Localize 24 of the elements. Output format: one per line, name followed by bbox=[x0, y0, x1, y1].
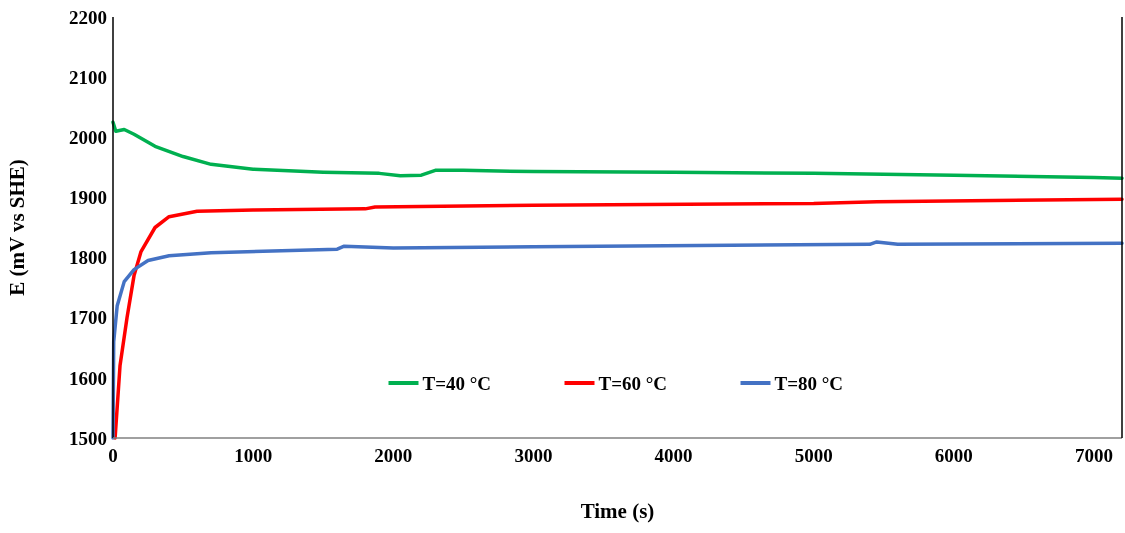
y-tick-label: 1500 bbox=[69, 427, 107, 449]
legend-label: T=80 °C bbox=[774, 372, 844, 394]
x-tick-label: 1000 bbox=[234, 445, 273, 466]
x-tick-label: 3000 bbox=[514, 445, 553, 466]
y-axis-title: E (mV vs SHE) bbox=[5, 159, 29, 296]
y-tick-label: 2100 bbox=[69, 66, 107, 88]
y-tick-label: 1700 bbox=[69, 307, 107, 329]
x-axis-title: Time (s) bbox=[580, 499, 655, 523]
legend-label: T=60 °C bbox=[598, 372, 668, 394]
legend-label: T=40 °C bbox=[422, 372, 492, 394]
y-tick-label: 1600 bbox=[69, 367, 107, 389]
y-tick-label: 1800 bbox=[69, 247, 107, 269]
x-tick-label: 4000 bbox=[654, 445, 693, 466]
line-series bbox=[113, 197, 1124, 440]
line-series bbox=[111, 120, 1124, 180]
y-tick-label: 1900 bbox=[69, 187, 107, 209]
x-tick-label: 5000 bbox=[794, 445, 833, 466]
x-tick-label: 2000 bbox=[374, 445, 413, 466]
x-tick-label: 7000 bbox=[1074, 445, 1113, 466]
x-tick-label: 6000 bbox=[934, 445, 973, 466]
line-series bbox=[111, 240, 1124, 440]
y-tick-label: 2000 bbox=[69, 126, 107, 148]
x-tick-label: 0 bbox=[108, 445, 118, 466]
y-tick-label: 2200 bbox=[69, 6, 107, 28]
